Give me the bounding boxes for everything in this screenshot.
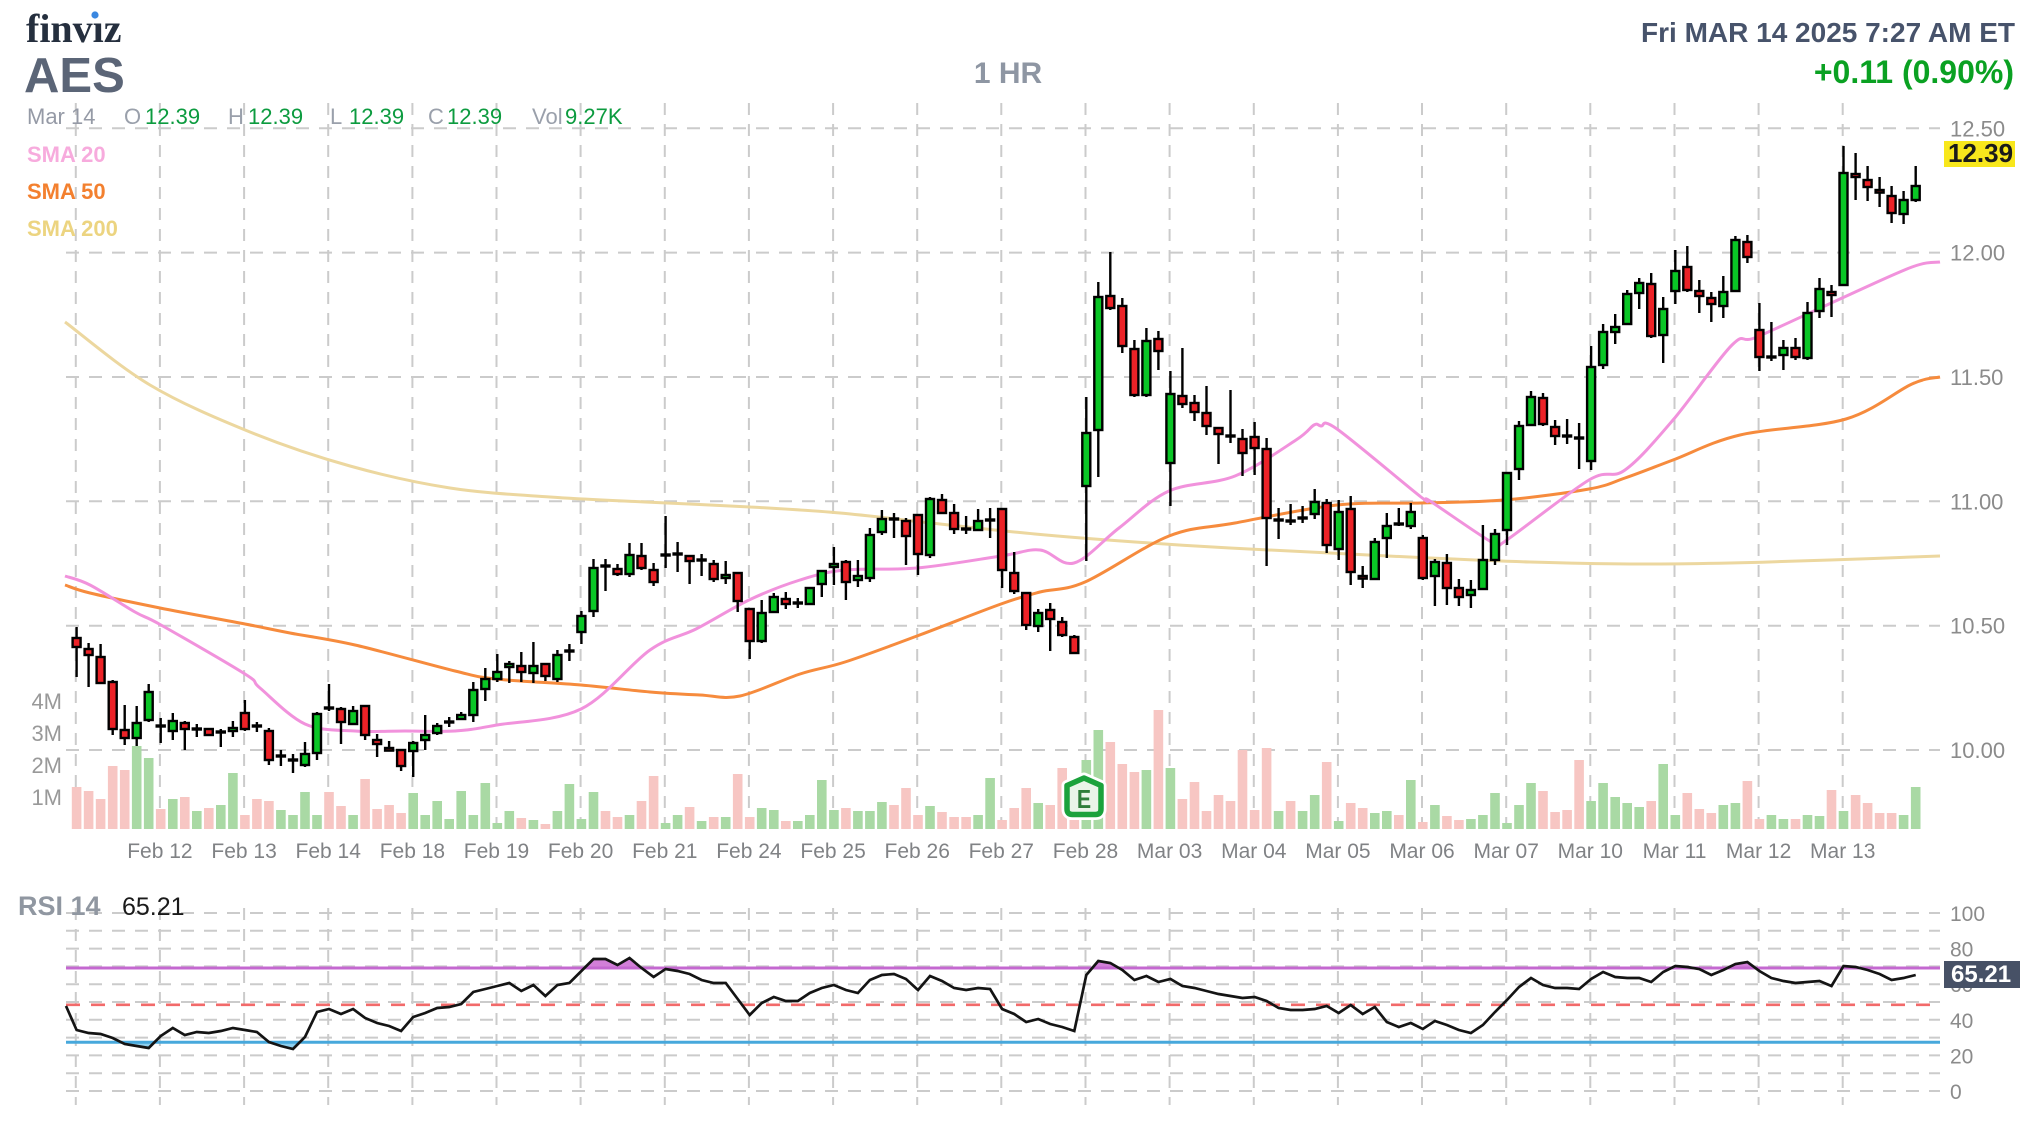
svg-text:1 HR: 1 HR [974,57,1043,90]
svg-text:3M: 3M [31,721,62,746]
svg-text:Feb 19: Feb 19 [464,840,529,863]
svg-text:Feb 13: Feb 13 [211,840,276,863]
svg-text:10.00: 10.00 [1950,738,2005,763]
svg-text:2M: 2M [31,753,62,778]
svg-text:finvız: finvız [26,6,122,51]
svg-text:Mar 14: Mar 14 [27,104,95,129]
svg-text:Feb 12: Feb 12 [127,840,192,863]
svg-text:65.21: 65.21 [1951,961,2011,988]
svg-text:10.50: 10.50 [1950,614,2005,639]
svg-text:RSI 14: RSI 14 [18,891,101,921]
svg-text:20: 20 [1950,1045,1973,1068]
svg-text:12.39: 12.39 [447,104,502,129]
svg-text:AES: AES [24,49,125,103]
svg-text:Feb 25: Feb 25 [800,840,865,863]
svg-text:O: O [124,104,141,129]
svg-text:9.27K: 9.27K [565,104,623,129]
svg-text:1M: 1M [31,785,62,810]
svg-text:Feb 27: Feb 27 [969,840,1034,863]
svg-text:C: C [428,104,444,129]
svg-text:Mar 06: Mar 06 [1389,840,1454,863]
svg-text:Mar 13: Mar 13 [1810,840,1875,863]
svg-text:11.50: 11.50 [1950,365,2003,390]
svg-text:Feb 26: Feb 26 [885,840,950,863]
svg-text:E: E [1077,785,1091,815]
svg-text:100: 100 [1950,903,1985,926]
svg-text:H: H [228,104,244,129]
svg-text:SMA 20: SMA 20 [27,142,106,167]
svg-text:Mar 04: Mar 04 [1221,840,1287,863]
svg-text:12.39: 12.39 [349,104,404,129]
svg-text:12.50: 12.50 [1950,116,2005,141]
svg-text:L: L [330,104,342,129]
svg-text:12.39: 12.39 [1948,138,2013,168]
svg-text:12.39: 12.39 [145,104,200,129]
svg-text:Mar 03: Mar 03 [1137,840,1202,863]
svg-text:Mar 10: Mar 10 [1558,840,1623,863]
svg-text:Feb 20: Feb 20 [548,840,613,863]
svg-text:Vol: Vol [532,104,563,129]
svg-text:80: 80 [1950,939,1973,962]
svg-text:4M: 4M [31,689,62,714]
svg-text:SMA 200: SMA 200 [27,216,118,241]
svg-text:40: 40 [1950,1010,1973,1033]
svg-text:12.39: 12.39 [248,104,303,129]
svg-text:Mar 05: Mar 05 [1305,840,1370,863]
svg-text:SMA 50: SMA 50 [27,179,106,204]
svg-text:Mar 12: Mar 12 [1726,840,1791,863]
svg-text:Feb 28: Feb 28 [1053,840,1118,863]
svg-text:+0.11 (0.90%): +0.11 (0.90%) [1814,54,2014,90]
svg-text:Feb 21: Feb 21 [632,840,697,863]
svg-text:Feb 18: Feb 18 [380,840,445,863]
svg-text:Fri MAR 14 2025 7:27 AM ET: Fri MAR 14 2025 7:27 AM ET [1641,17,2015,48]
svg-text:11.00: 11.00 [1950,489,2003,514]
svg-text:Mar 07: Mar 07 [1474,840,1539,863]
svg-text:12.00: 12.00 [1950,241,2005,266]
svg-text:Feb 14: Feb 14 [296,840,362,863]
svg-text:Mar 11: Mar 11 [1643,840,1707,863]
svg-text:65.21: 65.21 [122,893,185,921]
svg-text:0: 0 [1950,1081,1962,1104]
svg-text:Feb 24: Feb 24 [716,840,782,863]
